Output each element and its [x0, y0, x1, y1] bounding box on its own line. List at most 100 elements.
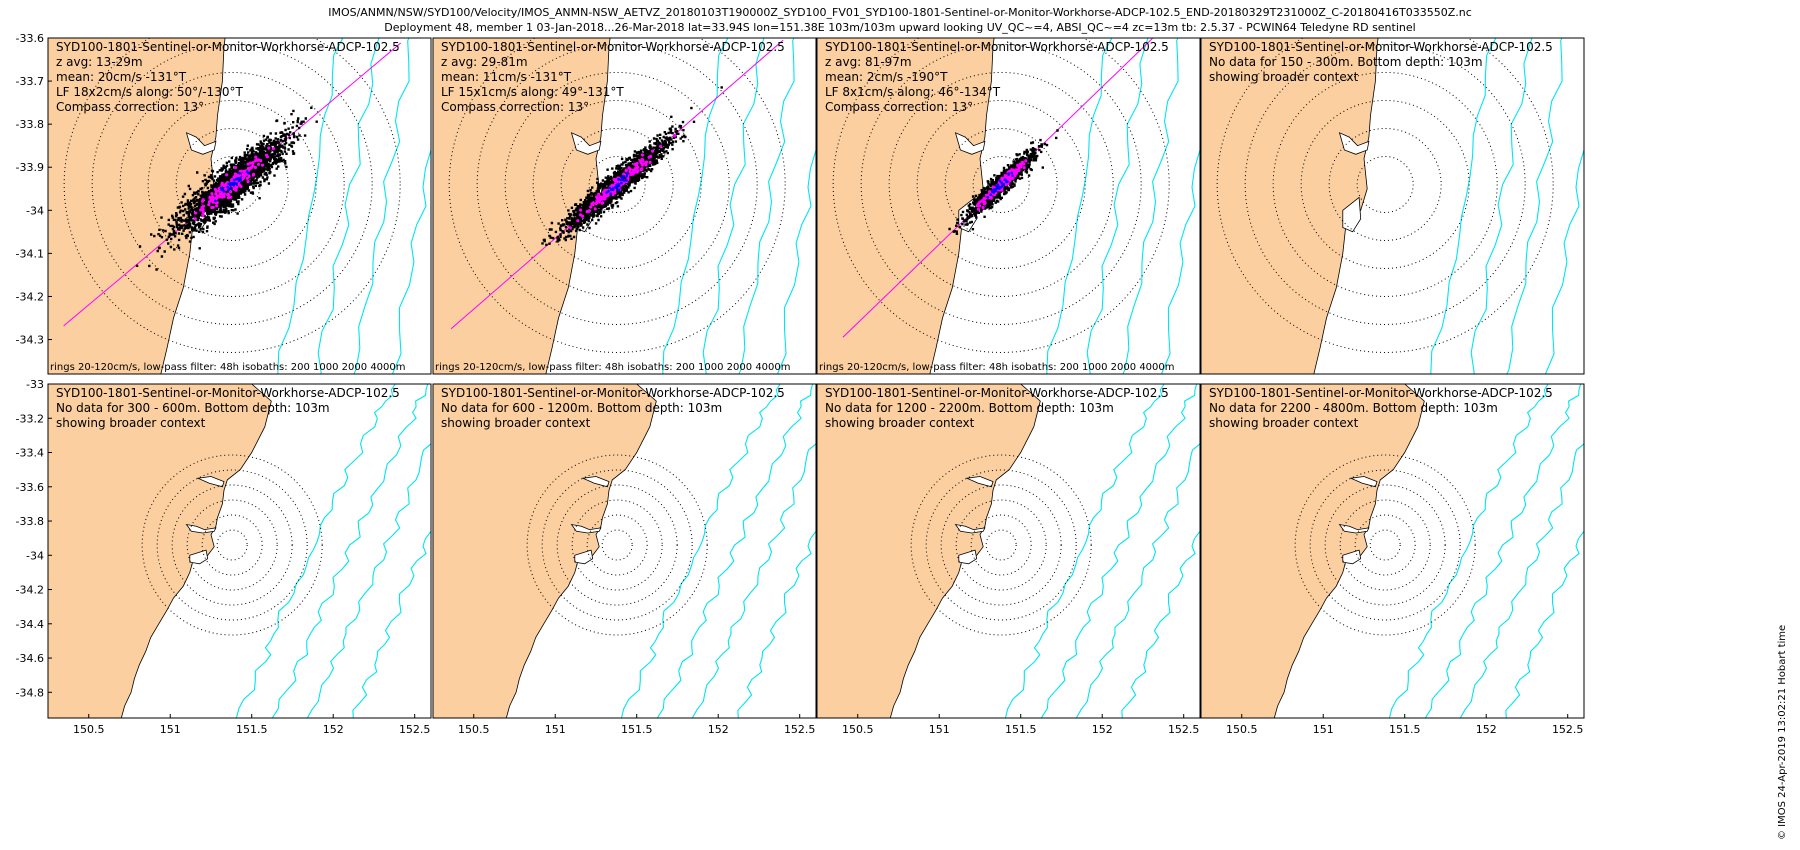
panel-title-line-1: No data for 600 - 1200m. Bottom depth: 1…: [441, 401, 722, 415]
panel-bottom-1: SYD100-1801-Sentinel-or-Monitor-Workhors…: [16, 378, 432, 736]
speed-ring-2: [586, 514, 648, 576]
isobath-line-1: [1086, 38, 1149, 374]
estuary-1: [954, 523, 986, 534]
panel-body: SYD100-1801-Sentinel-or-Monitor-Workhors…: [1201, 384, 1584, 718]
panel-frame: [432, 37, 817, 375]
isobath-line-2: [353, 38, 410, 374]
isobath-line-2: [1075, 435, 1200, 718]
isobath-line-2: [1459, 435, 1584, 718]
panel-title-line-2: showing broader context: [441, 416, 591, 430]
panel-frame: [1200, 383, 1585, 719]
speed-ring-4: [1324, 484, 1446, 606]
speed-ring-2: [201, 514, 263, 576]
estuary-2: [221, 38, 223, 39]
isobath-line-0: [1004, 384, 1165, 718]
velocity-scatter: [541, 86, 723, 246]
panel-frame: [47, 383, 432, 719]
speed-ring-6: [1294, 454, 1476, 636]
panel-body: SYD100-1801-Sentinel-or-Monitor-Workhors…: [1201, 38, 1584, 374]
panel-frame: [816, 383, 1201, 719]
panel-bottom-2: SYD100-1801-Sentinel-or-Monitor-Workhors…: [432, 383, 817, 736]
y-tick-label: -33.6: [16, 481, 44, 494]
isobath-line-0: [620, 384, 781, 718]
isobath-line-2: [306, 435, 431, 718]
speed-ring-1: [216, 529, 248, 561]
panel-title-line-0: SYD100-1801-Sentinel-or-Monitor-Workhors…: [56, 386, 400, 400]
x-tick-label: 152: [1092, 723, 1113, 736]
panel-top-4: SYD100-1801-Sentinel-or-Monitor-Workhors…: [1200, 37, 1585, 375]
speed-ring-1: [972, 155, 1030, 213]
speed-ring-4: [556, 484, 678, 606]
panel-title-line-3: LF 8x1cm/s along: 46°-134°T: [825, 85, 1001, 99]
estuary-2: [606, 38, 608, 39]
x-tick-label: 151: [1313, 723, 1334, 736]
isobath-line-2: [691, 435, 816, 718]
panel-frame: [432, 383, 817, 719]
panel-bottom-3: SYD100-1801-Sentinel-or-Monitor-Workhors…: [816, 383, 1201, 736]
isobath-line-1: [317, 38, 380, 374]
panel-body: SYD100-1801-Sentinel-or-Monitor-Workhors…: [433, 384, 816, 718]
speed-ring-1: [588, 155, 646, 213]
isobath-line-2: [1122, 38, 1179, 374]
speed-ring-6: [910, 454, 1092, 636]
isobath-line-3: [1160, 149, 1200, 374]
speed-ring-2: [970, 514, 1032, 576]
panel-title-line-0: SYD100-1801-Sentinel-or-Monitor-Workhors…: [56, 40, 400, 54]
y-tick-label: -33.2: [16, 412, 44, 425]
isobath-line-0: [1388, 384, 1549, 718]
panel-title-line-1: No data for 1200 - 2200m. Bottom depth: …: [825, 401, 1114, 415]
speed-ring-3: [955, 499, 1047, 591]
panel-top-3: SYD100-1801-Sentinel-or-Monitor-Workhors…: [816, 37, 1201, 375]
panel-body: SYD100-1801-Sentinel-or-Monitor-Workhors…: [48, 38, 431, 374]
panel-footer: rings 20-120cm/s, low-pass filter: 48h i…: [819, 362, 1175, 373]
panel-title-line-0: SYD100-1801-Sentinel-or-Monitor-Workhors…: [1209, 386, 1553, 400]
y-tick-label: -33.8: [16, 118, 44, 131]
isobath-line-1: [271, 384, 429, 718]
isobath-line-3: [1121, 530, 1200, 718]
speed-ring-1: [1369, 529, 1401, 561]
y-tick-label: -33.9: [16, 161, 44, 174]
estuary-1: [1338, 523, 1370, 534]
panel-title-line-0: SYD100-1801-Sentinel-or-Monitor-Workhors…: [441, 40, 785, 54]
y-tick-label: -34.8: [16, 686, 44, 699]
y-tick-label: -34.6: [16, 652, 44, 665]
x-tick-label: 150.5: [1226, 723, 1258, 736]
isobath-line-2: [738, 38, 795, 374]
x-tick-label: 152: [1476, 723, 1497, 736]
isobath-line-3: [737, 530, 816, 718]
panel-title-line-2: mean: 2cm/s -190°T: [825, 70, 948, 84]
y-tick-label: -34: [26, 204, 44, 217]
panel-title-line-1: z avg: 81-97m: [825, 55, 912, 69]
estuary-1: [1338, 132, 1370, 155]
panel-title-line-0: SYD100-1801-Sentinel-or-Monitor-Workhors…: [825, 40, 1169, 54]
estuary-1: [570, 132, 602, 155]
panel-title-line-0: SYD100-1801-Sentinel-or-Monitor-Workhors…: [1209, 40, 1553, 54]
isobath-line-0: [235, 384, 396, 718]
speed-ring-6: [526, 454, 708, 636]
y-tick-label: -33.8: [16, 515, 44, 528]
isobath-line-1: [656, 384, 814, 718]
speed-ring-1: [985, 529, 1017, 561]
x-tick-label: 152: [708, 723, 729, 736]
panel-frame: [816, 37, 1201, 375]
isobath-line-3: [1544, 149, 1584, 374]
panel-title-line-0: SYD100-1801-Sentinel-or-Monitor-Workhors…: [825, 386, 1169, 400]
speed-ring-5: [1309, 469, 1461, 621]
x-tick-label: 151: [160, 723, 181, 736]
y-tick-label: -34.2: [16, 584, 44, 597]
panel-title-line-1: No data for 2200 - 4800m. Bottom depth: …: [1209, 401, 1498, 415]
estuary-1: [185, 523, 217, 534]
x-tick-label: 151: [545, 723, 566, 736]
panel-title-line-2: showing broader context: [56, 416, 206, 430]
y-tick-label: -33.7: [16, 75, 44, 88]
isobath-line-1: [1470, 38, 1533, 374]
x-tick-label: 152.5: [784, 723, 816, 736]
lowpass-scatter: [568, 134, 677, 230]
y-tick-label: -34.2: [16, 290, 44, 303]
mean-vector-points: [214, 170, 250, 203]
estuary-1: [185, 132, 217, 155]
speed-ring-2: [1328, 127, 1442, 241]
speed-ring-4: [171, 484, 293, 606]
x-tick-label: 150.5: [73, 723, 105, 736]
panel-top-2: SYD100-1801-Sentinel-or-Monitor-Workhors…: [432, 37, 817, 375]
